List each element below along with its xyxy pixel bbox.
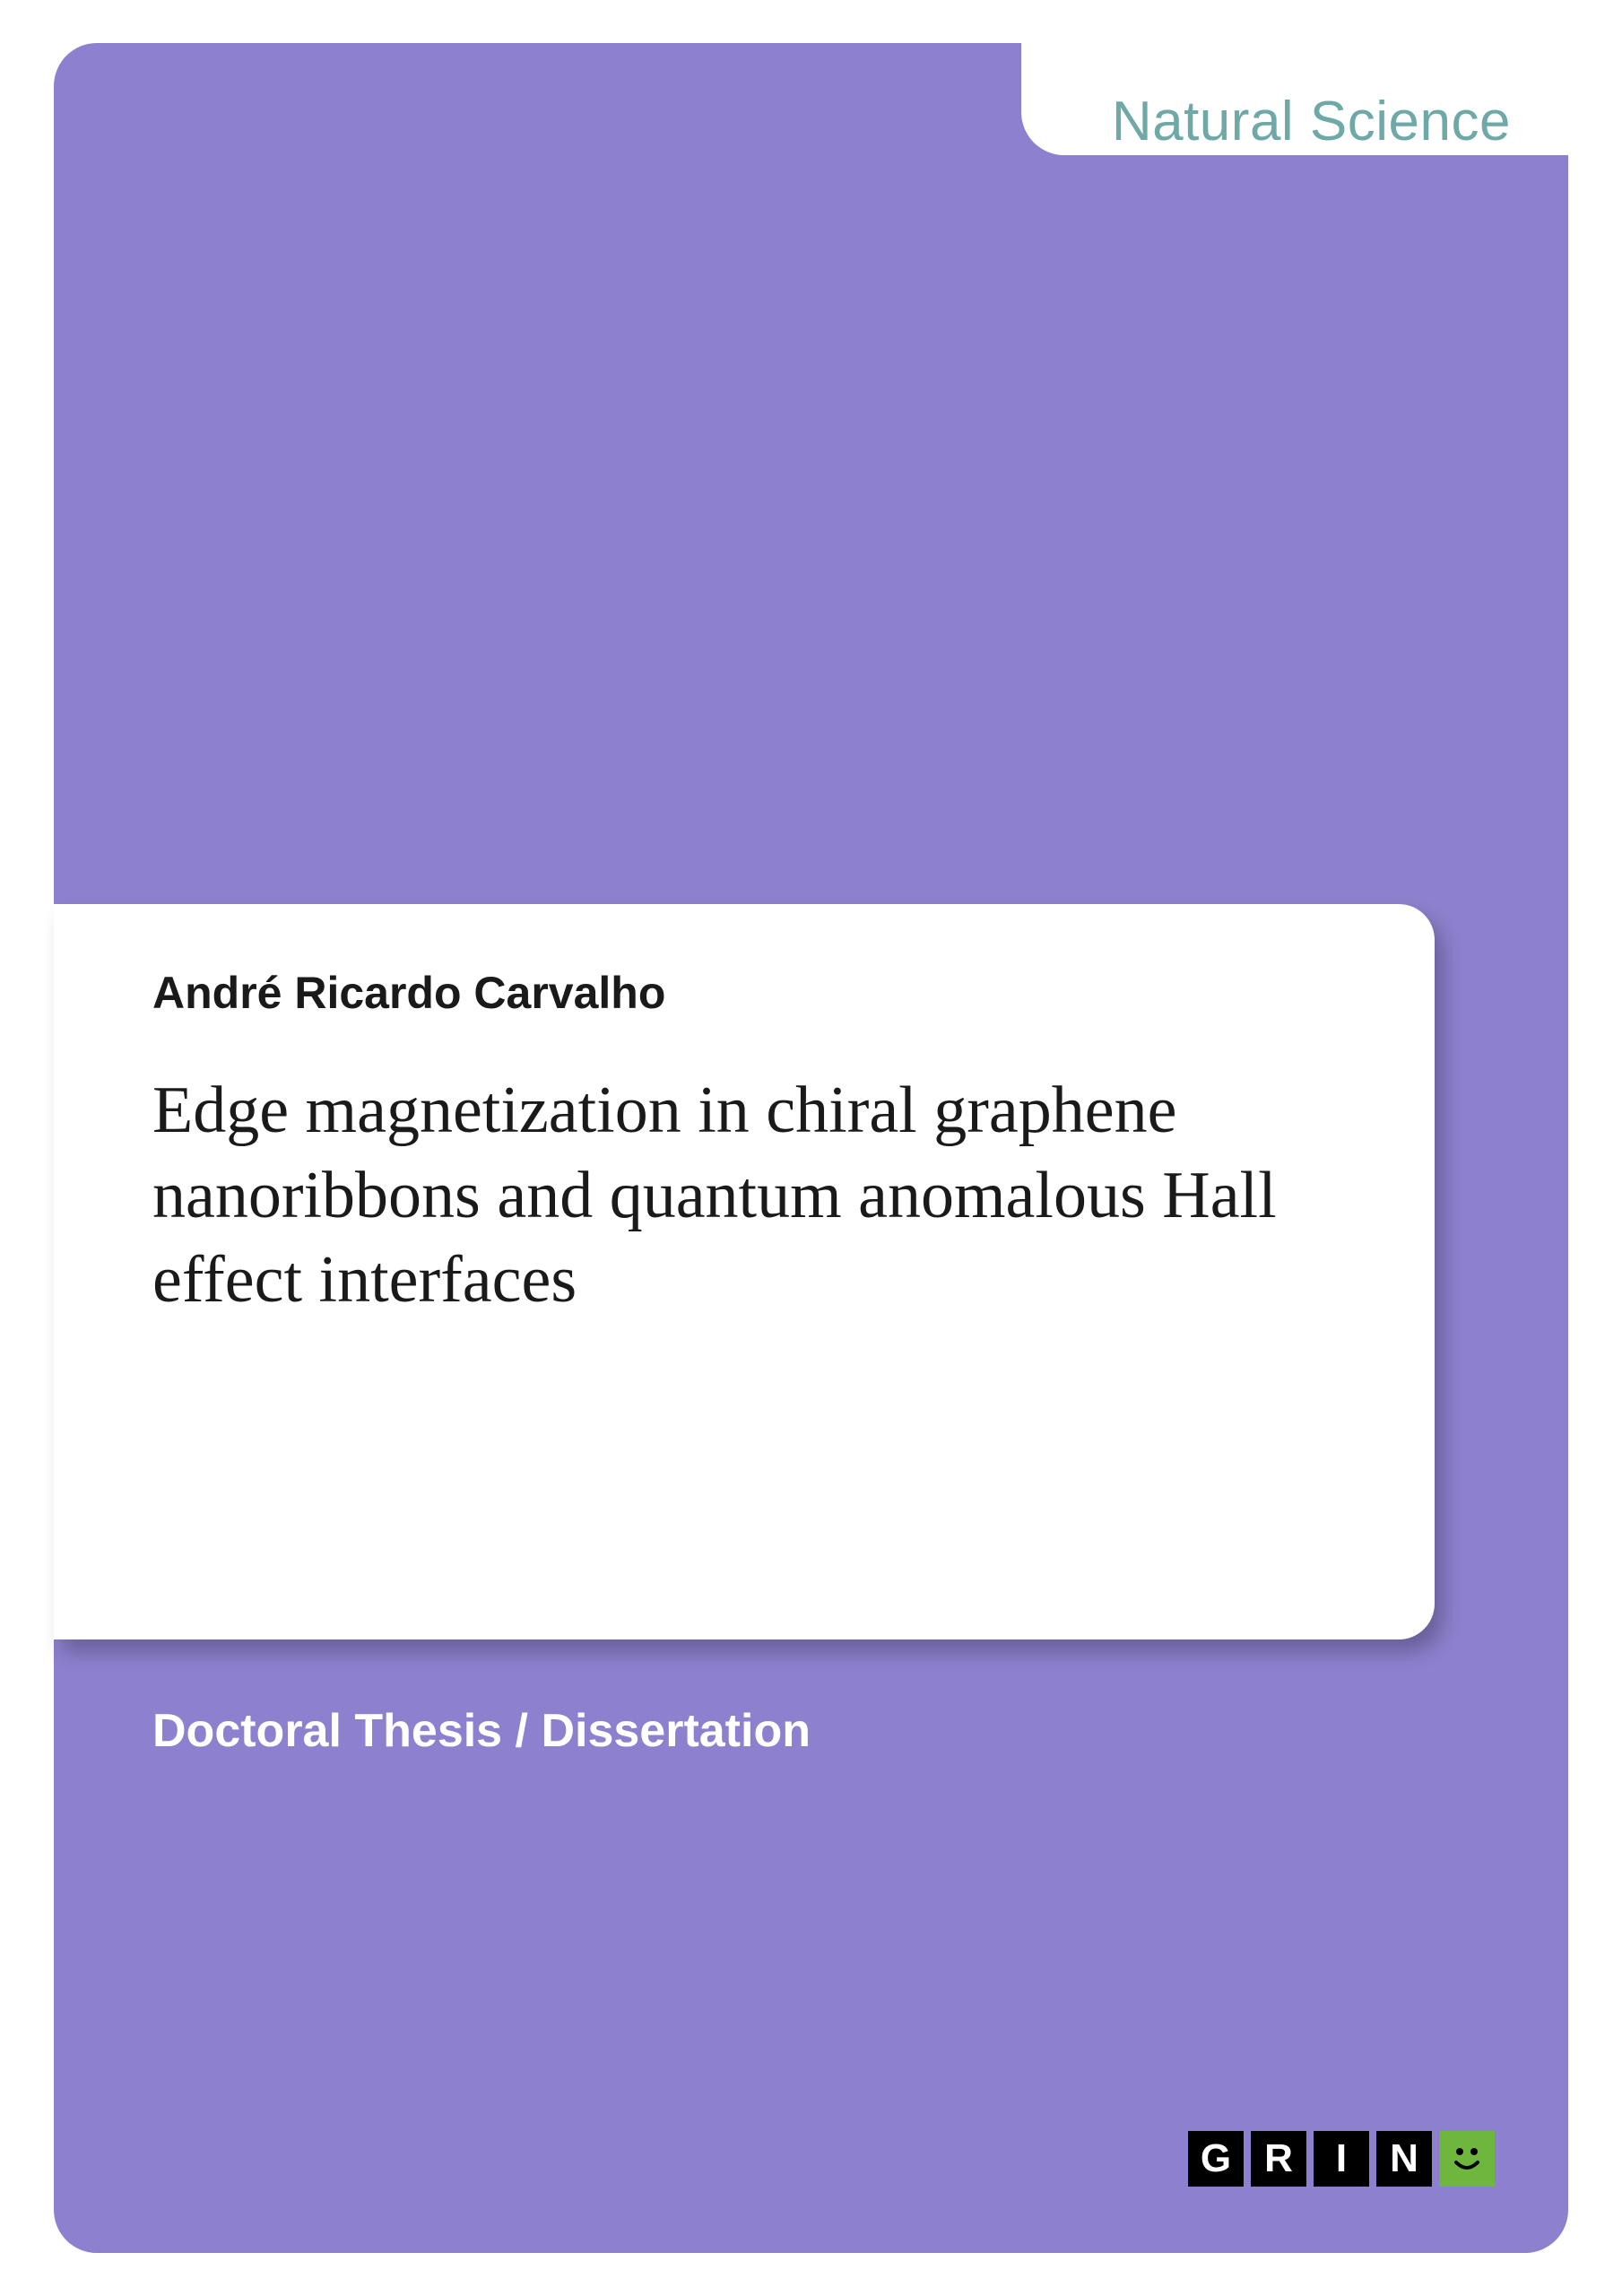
logo-letter-r: R	[1251, 2131, 1306, 2187]
logo-letter-n: N	[1376, 2131, 1432, 2187]
page: Natural Science André Ricardo Carvalho E…	[0, 0, 1622, 2296]
logo-smile-icon	[1439, 2131, 1495, 2187]
category-label: Natural Science	[1112, 90, 1511, 153]
cover-card: Natural Science André Ricardo Carvalho E…	[54, 43, 1568, 2253]
logo-letter-g: G	[1188, 2131, 1244, 2187]
document-type: Doctoral Thesis / Dissertation	[152, 1704, 811, 1758]
document-title: Edge magnetization in chiral graphene na…	[152, 1068, 1354, 1323]
title-panel: André Ricardo Carvalho Edge magnetizatio…	[54, 904, 1435, 1639]
publisher-logo: G R I N	[1188, 2131, 1495, 2187]
author-name: André Ricardo Carvalho	[152, 967, 1354, 1019]
logo-letter-i: I	[1314, 2131, 1369, 2187]
